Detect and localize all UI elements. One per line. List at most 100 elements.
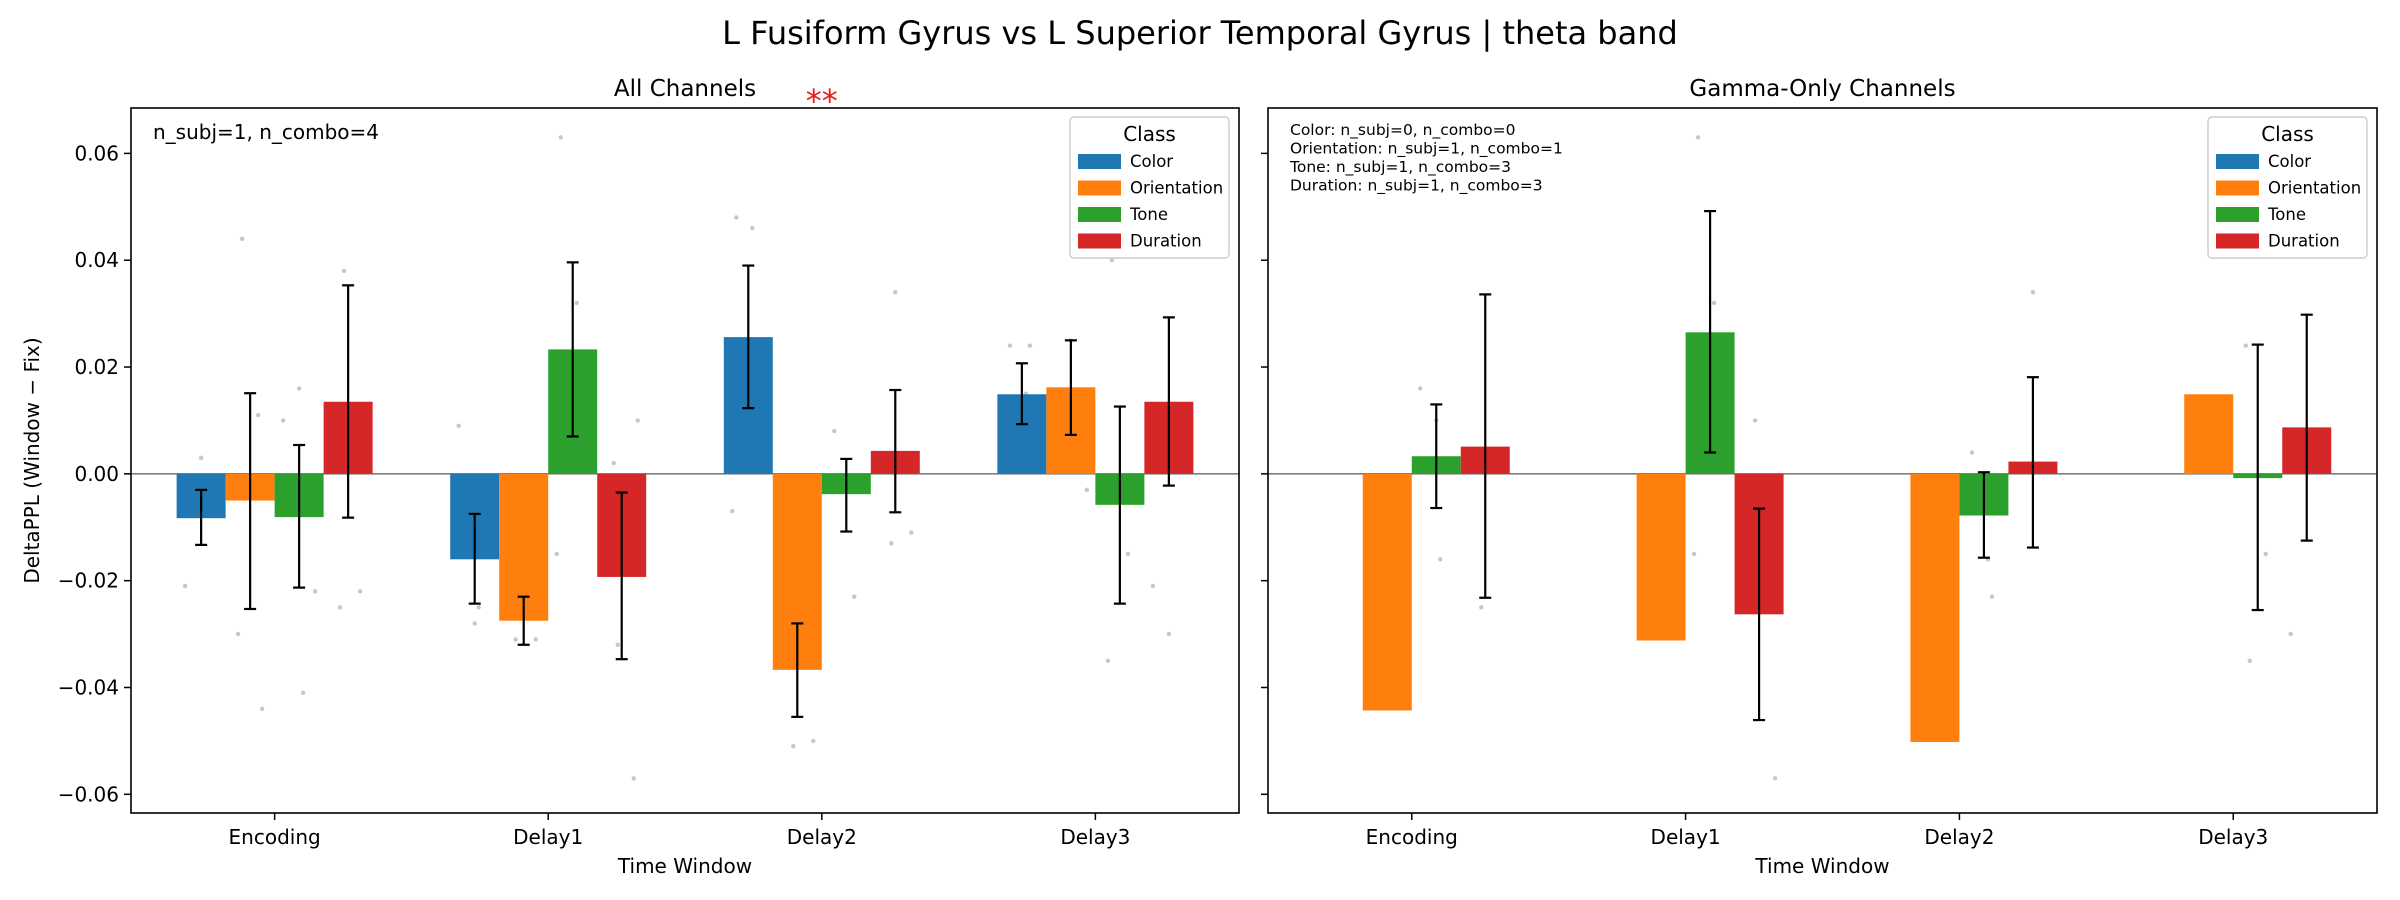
legend-label: Color xyxy=(2268,152,2311,171)
data-point xyxy=(513,637,518,642)
error-bar xyxy=(566,261,579,438)
data-point xyxy=(182,583,188,589)
data-point xyxy=(615,642,620,647)
data-point xyxy=(1418,386,1423,391)
data-point xyxy=(2263,551,2268,557)
legend-label: Color xyxy=(1130,152,1173,171)
data-point xyxy=(280,418,286,423)
data-point xyxy=(341,268,347,274)
error-bar xyxy=(468,512,481,605)
legend-box xyxy=(1069,116,1230,259)
data-point xyxy=(1125,551,1131,557)
data-point xyxy=(533,637,538,642)
data-point xyxy=(300,690,306,696)
legend-label: Orientation xyxy=(2268,179,2361,198)
legend-swatch xyxy=(1078,207,1121,222)
y-tick-label: 0.04 xyxy=(74,248,119,272)
data-point xyxy=(2030,290,2036,295)
axes-frame xyxy=(1267,107,2378,814)
error-bar xyxy=(1977,471,1990,559)
error-bar xyxy=(1753,507,1766,722)
data-point xyxy=(239,236,245,242)
data-point xyxy=(889,541,894,546)
data-point xyxy=(296,386,302,391)
data-point xyxy=(832,428,837,434)
axes-frame xyxy=(130,107,1240,814)
data-point xyxy=(1166,631,1172,637)
bar-orientation xyxy=(1910,473,1960,742)
data-point xyxy=(1479,605,1484,610)
x-tick-label: Delay3 xyxy=(2198,825,2268,849)
legend-label: Duration xyxy=(1130,232,1202,251)
legend-swatch xyxy=(1078,233,1121,249)
data-point xyxy=(1711,300,1717,306)
error-bar xyxy=(2300,313,2313,542)
legend-title: Class xyxy=(2261,122,2314,146)
data-point xyxy=(1691,551,1697,557)
error-bar xyxy=(2251,343,2264,612)
panel-2: Gamma-Only Channels Encoding Delay1 Delay2 D… xyxy=(1261,76,2378,878)
data-point xyxy=(1150,583,1156,589)
data-point xyxy=(255,412,261,418)
data-point xyxy=(574,300,579,306)
error-bar xyxy=(1015,362,1028,426)
x-tick-label: Delay1 xyxy=(1651,825,1721,849)
significance-marker: ** xyxy=(806,82,838,120)
annotation-text: n_subj=1, n_combo=4 xyxy=(153,120,379,144)
data-point xyxy=(1752,418,1758,423)
data-point xyxy=(611,460,616,466)
bar-orientation xyxy=(1636,473,1686,641)
y-tick-label: 0.00 xyxy=(74,462,119,486)
x-tick-label: Delay2 xyxy=(787,825,857,849)
y-tick-label: 0.06 xyxy=(74,141,119,165)
legend-swatch xyxy=(2216,207,2259,222)
error-bar xyxy=(840,457,853,533)
data-point xyxy=(791,744,796,749)
data-point xyxy=(456,423,461,428)
error-bar xyxy=(517,595,530,646)
legend-label: Duration xyxy=(2268,232,2340,251)
error-bar xyxy=(1430,403,1443,510)
legend: Class Color Orientation Tone Duration xyxy=(1069,116,1230,259)
data-point xyxy=(259,706,265,712)
data-point xyxy=(750,225,755,231)
annotation-text: Orientation: n_subj=1, n_combo=1 xyxy=(1290,140,1563,159)
legend: Class Color Orientation Tone Duration xyxy=(2207,116,2368,259)
data-point xyxy=(1438,557,1443,562)
data-point xyxy=(635,418,640,423)
data-point xyxy=(811,738,816,744)
x-tick-label: Delay1 xyxy=(513,825,583,849)
error-bar xyxy=(1162,316,1175,487)
error-bar xyxy=(889,388,902,514)
data-point xyxy=(558,135,563,140)
data-point xyxy=(852,594,857,599)
annotation-text: Color: n_subj=0, n_combo=0 xyxy=(1290,121,1516,140)
x-tick-label: Delay3 xyxy=(1060,825,1130,849)
legend-swatch xyxy=(1078,180,1121,196)
panel-title: All Channels xyxy=(614,76,756,102)
data-point xyxy=(554,551,559,557)
x-tick-label: Encoding xyxy=(229,825,321,849)
data-point xyxy=(1695,135,1701,140)
data-point xyxy=(1007,343,1013,348)
x-axis-label: Time Window xyxy=(1754,854,1889,878)
error-bar xyxy=(615,491,628,661)
data-point xyxy=(1027,343,1033,348)
data-point xyxy=(476,605,481,610)
error-bar xyxy=(742,264,755,410)
data-point xyxy=(1772,776,1778,781)
y-tick-label: 0.02 xyxy=(74,355,119,379)
legend-swatch xyxy=(2216,180,2259,196)
data-point xyxy=(2243,343,2248,348)
y-tick-label: −0.06 xyxy=(58,782,119,806)
data-point xyxy=(235,631,241,637)
data-point xyxy=(893,290,898,295)
error-bar xyxy=(2026,376,2039,549)
data-point xyxy=(1084,487,1090,493)
data-point xyxy=(631,776,636,781)
x-tick-label: Delay2 xyxy=(1924,825,1994,849)
data-point xyxy=(312,589,318,594)
legend-swatch xyxy=(2216,233,2259,249)
y-axis-label: DeltaPPL (Window − Fix) xyxy=(20,337,44,583)
